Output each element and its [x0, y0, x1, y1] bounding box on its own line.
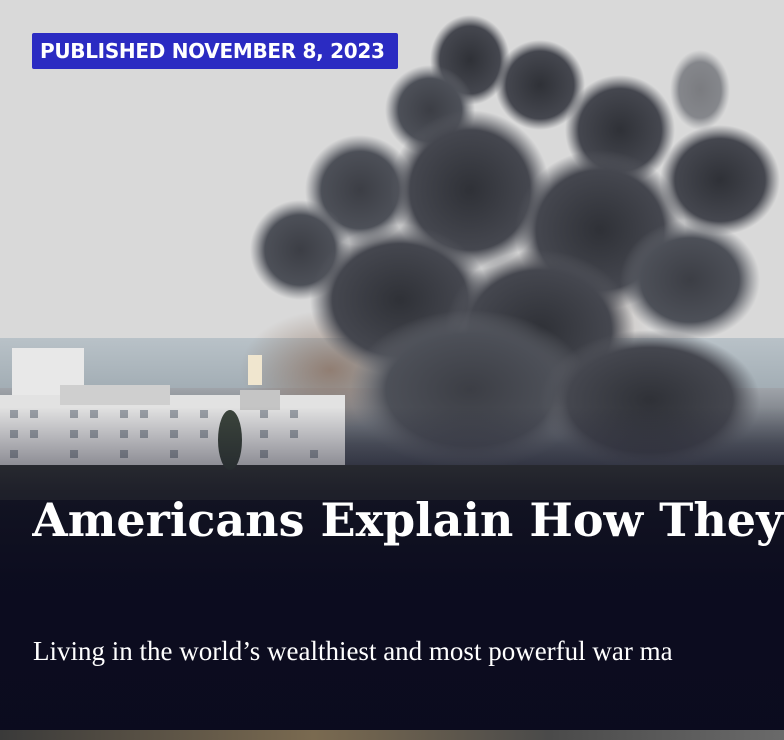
next-image-strip	[0, 730, 784, 740]
published-date-badge: PUBLISHED NOVEMBER 8, 2023	[32, 33, 398, 69]
article-dek: Living in the world’s wealthiest and mos…	[33, 636, 673, 666]
article-headline[interactable]: Americans Explain How They	[32, 493, 783, 547]
